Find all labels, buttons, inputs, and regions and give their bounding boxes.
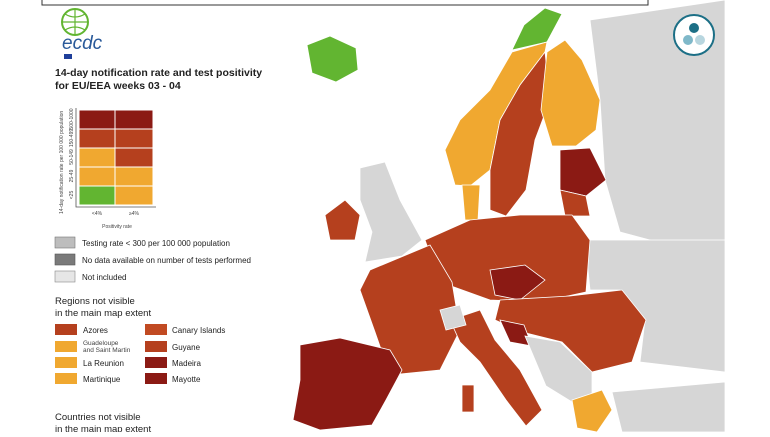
denmark bbox=[461, 184, 481, 221]
regions-legend: Azores Canary Islands Guadeloupe and Sain… bbox=[55, 324, 225, 384]
legend-label: No data available on number of tests per… bbox=[82, 256, 251, 265]
region-label: Guyane bbox=[172, 343, 201, 352]
uk bbox=[359, 161, 423, 263]
title-line: for EU/EEA weeks 03 - 04 bbox=[55, 80, 181, 92]
iceland bbox=[306, 35, 359, 83]
matrix-y-label: 14-day notification rate per 100 000 pop… bbox=[59, 111, 65, 214]
region-label: Martinique bbox=[83, 375, 121, 384]
matrix-x-label: Positivity rate bbox=[102, 224, 132, 230]
map bbox=[292, 0, 726, 433]
top-box bbox=[41, 0, 649, 6]
sardinia bbox=[461, 384, 475, 413]
row-label: <25 bbox=[69, 191, 75, 200]
greece bbox=[571, 389, 613, 433]
col-label: ≥4% bbox=[129, 211, 140, 217]
section-heading: in the main map extent bbox=[55, 424, 151, 432]
site-logo bbox=[673, 14, 715, 56]
row-label: 50-149 bbox=[69, 149, 75, 165]
title-line: 14-day notification rate and test positi… bbox=[55, 67, 262, 79]
legend-matrix: 14-day notification rate per 100 000 pop… bbox=[59, 108, 156, 230]
czechia bbox=[489, 264, 546, 301]
norway bbox=[444, 41, 548, 187]
region-label: Canary Islands bbox=[172, 326, 225, 335]
sweden bbox=[489, 50, 551, 217]
iberia bbox=[292, 337, 403, 431]
legend-label: Testing rate < 300 per 100 000 populatio… bbox=[82, 239, 230, 248]
row-label: 25-49 bbox=[69, 169, 75, 182]
legend-swatch bbox=[54, 253, 76, 266]
region-label: Azores bbox=[83, 326, 108, 335]
north-norway bbox=[511, 7, 563, 51]
ecdc-logo: ecdc bbox=[61, 8, 103, 59]
legend-label: Not included bbox=[82, 273, 126, 282]
region-label: Guadeloupe and Saint Martin bbox=[83, 340, 131, 354]
switzerland bbox=[439, 304, 467, 331]
france bbox=[359, 244, 461, 376]
row-label: 150-499 bbox=[69, 129, 75, 148]
legend-swatch bbox=[54, 270, 76, 283]
central-europe bbox=[424, 214, 591, 303]
section-heading: Regions not visible bbox=[55, 296, 135, 307]
turkey bbox=[611, 381, 726, 433]
region-label: Madeira bbox=[172, 359, 201, 368]
lithuania bbox=[559, 189, 591, 217]
col-label: <4% bbox=[92, 211, 103, 217]
section-heading: Countries not visible bbox=[55, 412, 141, 423]
row-label: 500-1000 bbox=[69, 108, 75, 129]
italy bbox=[449, 309, 543, 427]
ireland bbox=[324, 199, 361, 241]
region-label: Mayotte bbox=[172, 375, 201, 384]
legend-swatch bbox=[54, 236, 76, 249]
region-label: La Reunion bbox=[83, 359, 124, 368]
baltics bbox=[559, 147, 607, 197]
finland bbox=[540, 39, 601, 147]
ukraine bbox=[584, 239, 726, 373]
logo-text: ecdc bbox=[62, 33, 103, 54]
section-heading: in the main map extent bbox=[55, 308, 151, 319]
